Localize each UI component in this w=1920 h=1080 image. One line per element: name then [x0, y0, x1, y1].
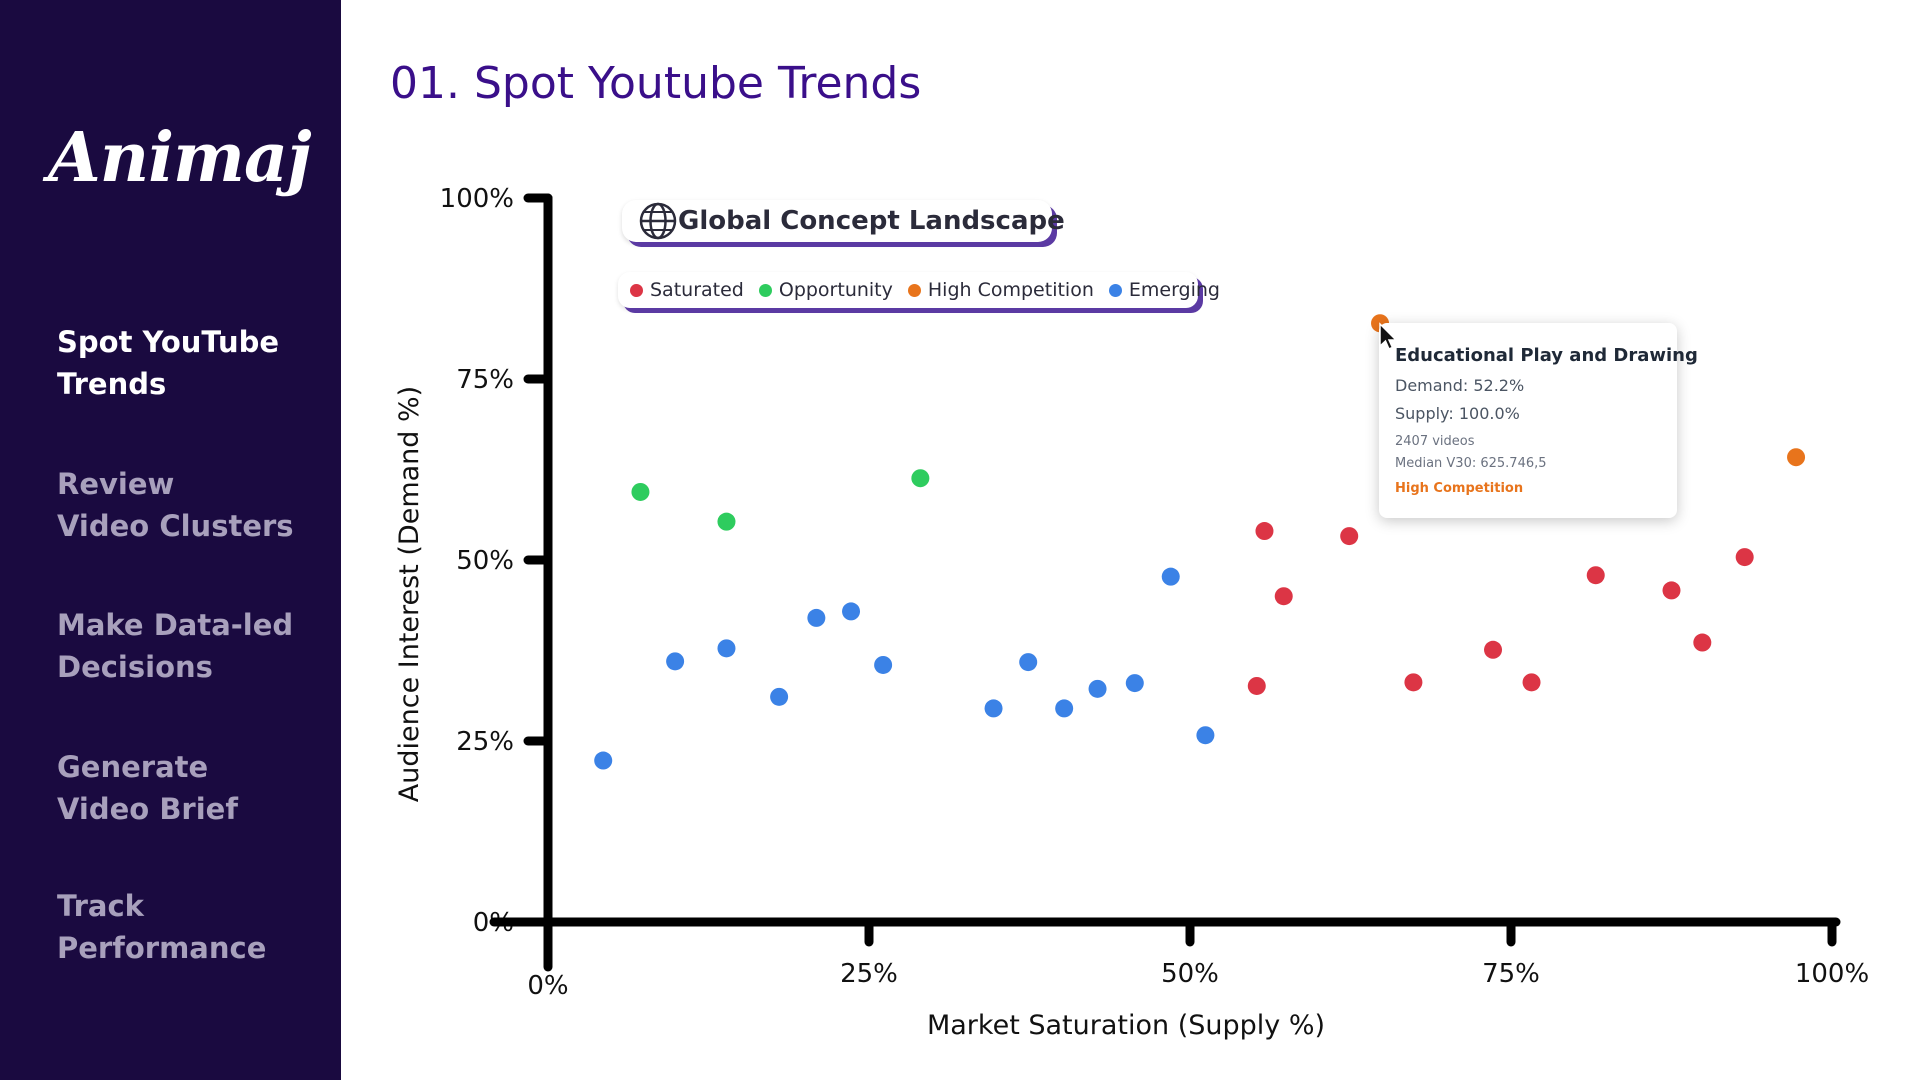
tooltip-status: High Competition: [1395, 481, 1524, 496]
x-tick-label: 75%: [1482, 959, 1540, 989]
legend-dot-emerging: [1108, 283, 1122, 297]
legend-item-saturated[interactable]: Saturated: [630, 279, 744, 301]
data-point-opportunity[interactable]: [911, 469, 930, 488]
data-point-emerging[interactable]: [717, 639, 736, 658]
data-point-saturated[interactable]: [1586, 566, 1605, 585]
data-point-opportunity[interactable]: [717, 512, 736, 531]
y-tick-label: 25%: [456, 727, 514, 757]
data-point-emerging[interactable]: [1196, 726, 1215, 745]
data-point-saturated[interactable]: [1693, 633, 1712, 652]
nav-item-make-data-led-decisions[interactable]: Make Data-led Decisions: [57, 604, 317, 688]
legend-item-opportunity[interactable]: Opportunity: [758, 279, 893, 301]
data-point-opportunity[interactable]: [631, 482, 650, 501]
x-tick-label: 25%: [840, 959, 898, 989]
tooltip-title: Educational Play and Drawing: [1395, 345, 1698, 366]
data-point-emerging[interactable]: [1088, 679, 1107, 698]
x-tick-label: 100%: [1795, 959, 1869, 989]
data-point-emerging[interactable]: [1161, 567, 1180, 586]
data-point-saturated[interactable]: [1662, 581, 1681, 600]
data-point-emerging[interactable]: [1019, 653, 1038, 672]
data-point-emerging[interactable]: [666, 652, 685, 671]
nav-item-label-line: Video Brief: [57, 792, 238, 826]
y-tick-label: 100%: [440, 184, 514, 214]
legend-item-emerging[interactable]: Emerging: [1108, 279, 1220, 301]
tooltip-median-v30: Median V30: 625.746,5: [1395, 456, 1547, 471]
nav-item-label-line: Generate: [57, 750, 209, 784]
x-tick-label: 0%: [527, 971, 568, 1001]
legend-label: Saturated: [650, 279, 744, 301]
nav-item-label-line: Spot YouTube: [57, 325, 280, 359]
data-point-saturated[interactable]: [1340, 527, 1359, 546]
nav-item-generate-video-brief[interactable]: Generate Video Brief: [57, 746, 317, 830]
data-point-emerging[interactable]: [874, 655, 893, 674]
legend-label: High Competition: [927, 279, 1094, 301]
animaj-logo[interactable]: Animaj: [48, 118, 312, 198]
data-point-emerging[interactable]: [594, 751, 613, 770]
data-point-emerging[interactable]: [1055, 699, 1074, 718]
data-point-saturated[interactable]: [1247, 676, 1266, 695]
data-point-saturated[interactable]: [1735, 548, 1754, 567]
y-tick-label: 50%: [456, 546, 514, 576]
data-point-emerging[interactable]: [807, 608, 826, 627]
data-point-saturated[interactable]: [1274, 587, 1293, 606]
legend: Saturated Opportunity High Competition E…: [618, 272, 1220, 308]
legend-label: Emerging: [1128, 279, 1220, 301]
y-axis-label: Audience Interest (Demand %): [394, 386, 425, 802]
tooltip-demand: Demand: 52.2%: [1395, 376, 1525, 395]
mouse-cursor-icon: [1379, 322, 1398, 350]
tooltip-video-count: 2407 videos: [1395, 434, 1475, 449]
data-point-emerging[interactable]: [842, 602, 861, 621]
chart-title-card: Global Concept Landscape: [622, 200, 1065, 242]
data-point-emerging[interactable]: [770, 687, 789, 706]
globe-icon: [639, 202, 677, 240]
legend-dot-opportunity: [758, 283, 772, 297]
tooltip-supply: Supply: 100.0%: [1395, 404, 1520, 423]
nav-item-label-line: Track: [57, 889, 144, 923]
x-axis-label: Market Saturation (Supply %): [927, 1010, 1325, 1041]
page-title: 01. Spot Youtube Trends: [390, 58, 922, 109]
data-point-saturated[interactable]: [1255, 522, 1274, 541]
data-point-saturated[interactable]: [1484, 640, 1503, 659]
legend-item-high-competition[interactable]: High Competition: [907, 279, 1094, 301]
nav-item-label-line: Video Clusters: [57, 509, 294, 543]
data-point-saturated[interactable]: [1404, 673, 1423, 692]
data-point-emerging[interactable]: [984, 699, 1003, 718]
legend-dot-saturated: [630, 283, 643, 297]
legend-label: Opportunity: [778, 279, 893, 301]
nav-item-track-performance[interactable]: Track Performance: [57, 885, 317, 969]
chart-title: Global Concept Landscape: [678, 206, 1065, 236]
data-point-high-competition[interactable]: [1787, 448, 1806, 467]
y-tick-label: 75%: [456, 365, 514, 395]
nav-item-label-line: Make Data-led: [57, 608, 294, 642]
data-point-saturated[interactable]: [1522, 673, 1541, 692]
nav-item-label-line: Review: [57, 467, 175, 501]
legend-dot-high-competition: [907, 283, 921, 297]
data-point-emerging[interactable]: [1125, 674, 1144, 693]
nav-item-label-line: Performance: [57, 931, 267, 965]
data-point-tooltip: Educational Play and Drawing Demand: 52.…: [1379, 323, 1698, 518]
nav-item-review-video-clusters[interactable]: Review Video Clusters: [57, 463, 317, 547]
nav-item-spot-youtube-trends[interactable]: Spot YouTube Trends: [57, 321, 317, 405]
sidebar: Animaj Spot YouTube Trends Review Video …: [0, 0, 341, 1080]
nav-item-label-line: Trends: [57, 367, 167, 401]
x-tick-label: 50%: [1161, 959, 1219, 989]
nav-item-label-line: Decisions: [57, 650, 213, 684]
